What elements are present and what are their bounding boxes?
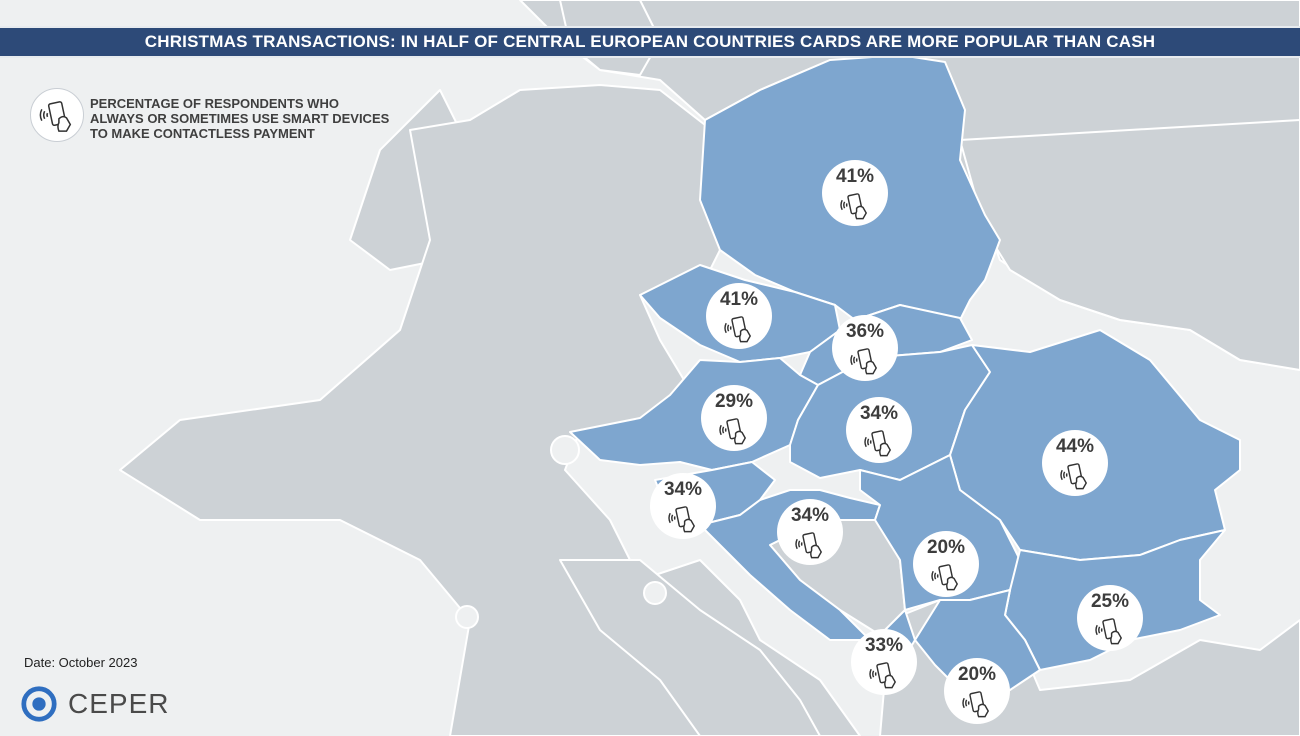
contactless-phone-icon xyxy=(864,430,892,457)
badge-montenegro: 33% xyxy=(851,629,917,695)
page-title: CHRISTMAS TRANSACTIONS: IN HALF OF CENTR… xyxy=(144,32,1156,51)
badge-value: 44% xyxy=(1055,436,1095,457)
title-bar: CHRISTMAS TRANSACTIONS: IN HALF OF CENTR… xyxy=(0,26,1300,58)
badge-croatia: 34% xyxy=(777,499,843,565)
badge-bulgaria: 25% xyxy=(1077,585,1143,651)
contactless-phone-icon xyxy=(931,564,959,591)
badge-value: 20% xyxy=(926,537,966,558)
logo: CEPER xyxy=(20,685,169,723)
legend-text: PERCENTAGE OF RESPONDENTS WHO ALWAYS OR … xyxy=(90,96,390,141)
contactless-phone-icon xyxy=(1095,618,1123,645)
badge-value: 34% xyxy=(859,403,899,424)
badge-serbia: 20% xyxy=(913,531,979,597)
badge-value: 36% xyxy=(845,321,885,342)
logo-ring-icon xyxy=(21,686,57,722)
badge-north-macedonia: 20% xyxy=(944,658,1010,724)
badge-austria: 29% xyxy=(701,385,767,451)
contactless-phone-icon xyxy=(30,88,84,142)
lake-1 xyxy=(550,435,580,465)
contactless-phone-icon xyxy=(724,316,752,343)
logo-text: CEPER xyxy=(68,688,170,719)
contactless-phone-icon xyxy=(840,193,868,220)
contactless-phone-icon xyxy=(850,348,878,375)
date-label: Date: October 2023 xyxy=(24,655,138,670)
badge-czechia: 41% xyxy=(706,283,772,349)
land-italy-boot xyxy=(559,559,821,736)
badge-slovenia: 34% xyxy=(650,473,716,539)
contactless-phone-icon xyxy=(962,691,990,718)
contactless-phone-icon xyxy=(795,532,823,559)
badge-hungary: 34% xyxy=(846,397,912,463)
lake-2 xyxy=(643,581,667,605)
badge-value: 29% xyxy=(714,391,754,412)
contactless-phone-icon xyxy=(668,506,696,533)
lake-3 xyxy=(455,605,479,629)
badge-value: 34% xyxy=(790,505,830,526)
badge-value: 41% xyxy=(719,289,759,310)
land-belarus-ukraine xyxy=(959,119,1300,371)
badge-value: 33% xyxy=(864,635,904,656)
badge-value: 41% xyxy=(835,166,875,187)
badge-romania: 44% xyxy=(1042,430,1108,496)
country-north-macedonia xyxy=(914,589,1041,691)
contactless-phone-icon xyxy=(1060,463,1088,490)
badge-value: 25% xyxy=(1090,591,1130,612)
badge-poland: 41% xyxy=(822,160,888,226)
badge-value: 34% xyxy=(663,479,703,500)
contactless-phone-icon xyxy=(719,418,747,445)
lakes xyxy=(455,435,667,629)
badge-value: 20% xyxy=(957,664,997,685)
contactless-phone-icon xyxy=(869,662,897,689)
badge-slovakia: 36% xyxy=(832,315,898,381)
legend: PERCENTAGE OF RESPONDENTS WHO ALWAYS OR … xyxy=(30,88,390,142)
